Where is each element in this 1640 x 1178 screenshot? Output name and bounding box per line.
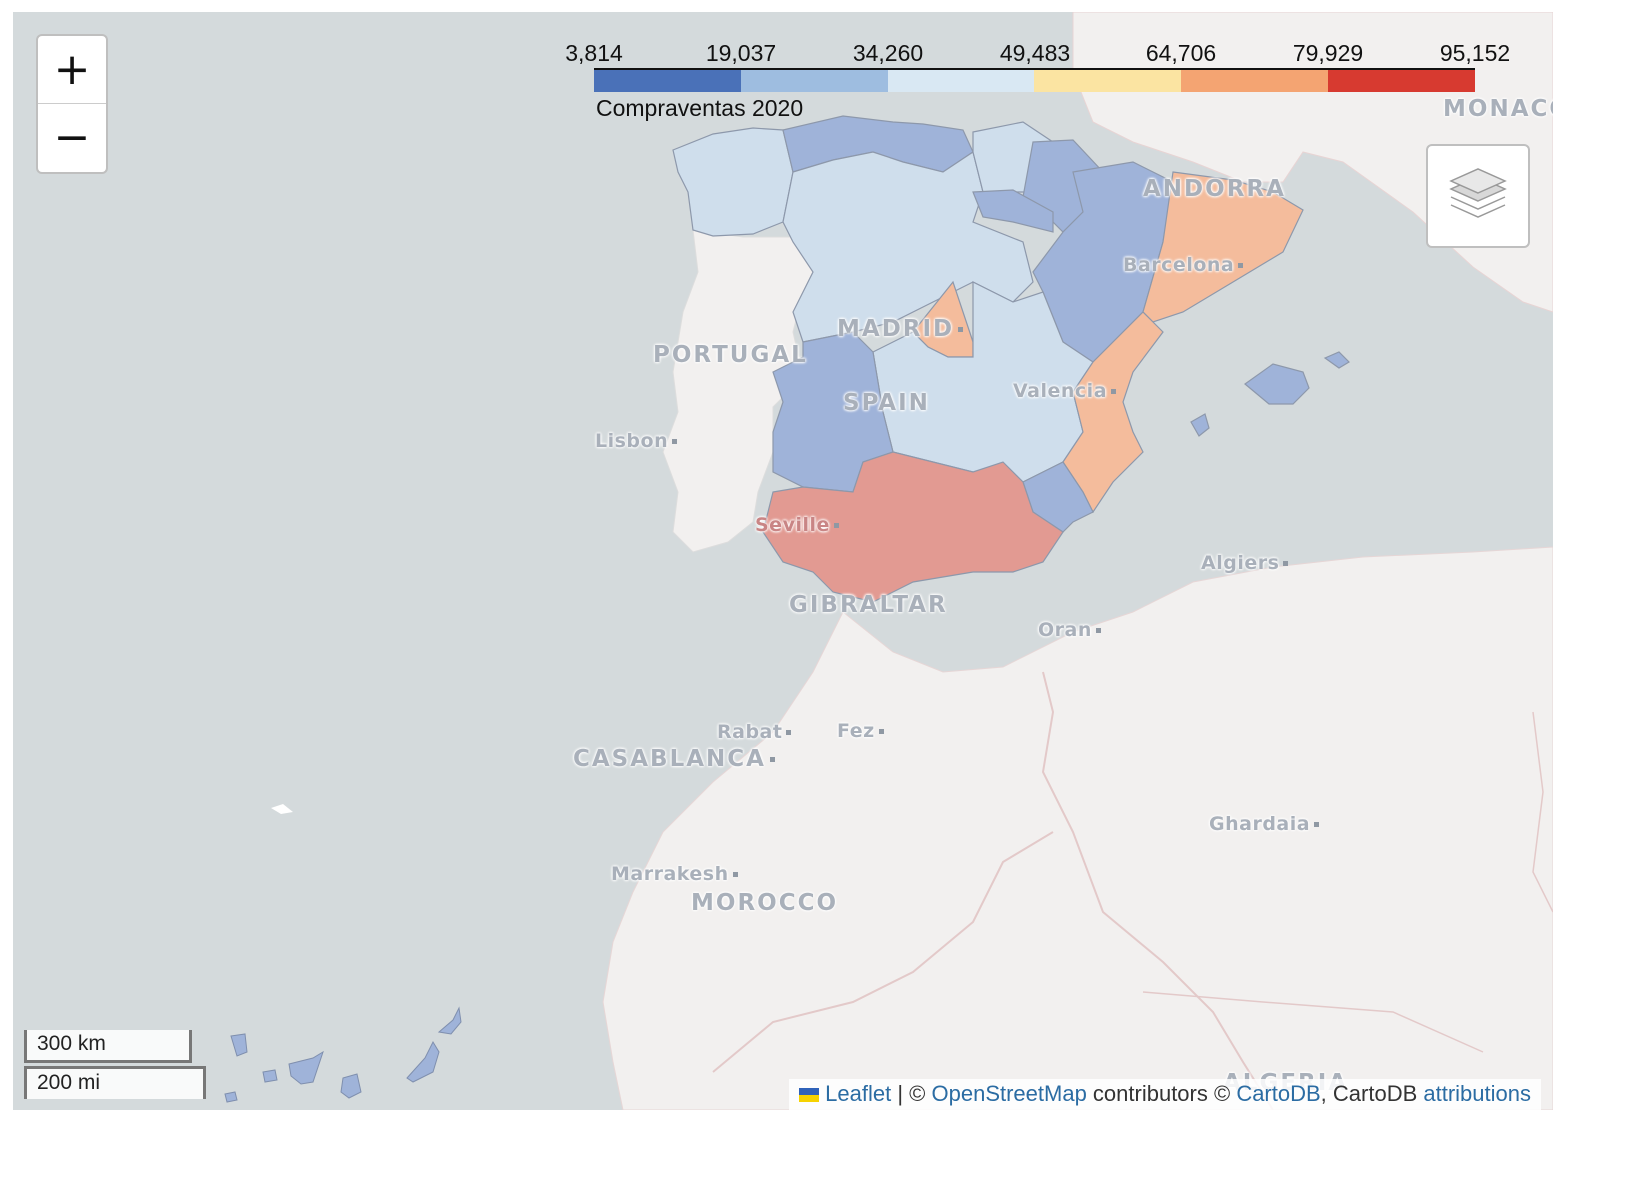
label-seville: Seville	[755, 514, 839, 536]
label-valencia: Valencia	[1013, 380, 1117, 402]
label-morocco: MOROCCO	[691, 890, 839, 916]
map-container[interactable]: MONACO ANDORRA Barcelona MADRID PORTUGAL…	[13, 12, 1553, 1110]
legend-color-step	[1328, 70, 1475, 92]
legend-tick: 95,152	[1439, 40, 1511, 66]
legend-color-step	[1034, 70, 1182, 92]
zoom-in-button[interactable]: +	[38, 36, 106, 104]
cartodb-link[interactable]: CartoDB	[1236, 1081, 1321, 1106]
legend-color-step	[887, 70, 1035, 92]
zoom-control: + −	[36, 34, 108, 174]
legend-tick: 19,037	[705, 40, 777, 66]
attribution: Leaflet | © OpenStreetMap contributors ©…	[789, 1079, 1541, 1111]
label-lisbon: Lisbon	[595, 430, 678, 452]
label-monaco: MONACO	[1443, 96, 1553, 122]
label-casablanca: CASABLANCA	[573, 746, 775, 772]
legend-tick: 79,929	[1292, 40, 1364, 66]
layers-button[interactable]	[1426, 144, 1530, 248]
legend-tick: 49,483	[999, 40, 1071, 66]
ukraine-flag-icon	[799, 1088, 820, 1103]
legend-color-step	[740, 70, 888, 92]
leaflet-link[interactable]: Leaflet	[825, 1081, 892, 1106]
label-marrakesh: Marrakesh	[611, 863, 738, 885]
attribution-contributors: contributors ©	[1086, 1081, 1237, 1106]
label-algiers: Algiers	[1201, 552, 1289, 574]
legend-caption: Compraventas 2020	[596, 95, 804, 121]
basemap	[13, 12, 1553, 1110]
legend-tick: 34,260	[852, 40, 924, 66]
legend-color-step	[1181, 70, 1329, 92]
label-rabat: Rabat	[717, 721, 792, 743]
label-oran: Oran	[1038, 619, 1101, 641]
osm-link[interactable]: OpenStreetMap	[931, 1081, 1087, 1106]
label-spain: SPAIN	[843, 390, 930, 416]
label-ghardaia: Ghardaia	[1209, 813, 1320, 835]
layers-icon	[1449, 168, 1507, 218]
legend-color-bar	[594, 68, 1475, 92]
attributions-link[interactable]: attributions	[1423, 1081, 1531, 1106]
label-fez: Fez	[837, 720, 884, 742]
label-portugal: PORTUGAL	[653, 342, 808, 368]
choropleth-legend: 3,814 19,037 34,260 49,483 64,706 79,929…	[560, 36, 1520, 126]
scale-km: 300 km	[24, 1030, 192, 1063]
attribution-sep: | ©	[891, 1081, 932, 1106]
attribution-sep2: , CartoDB	[1320, 1081, 1424, 1106]
label-gibraltar: GIBRALTAR	[789, 592, 948, 618]
zoom-out-button[interactable]: −	[53, 112, 91, 163]
label-madrid: MADRID	[837, 316, 964, 342]
scale-mi: 200 mi	[24, 1066, 206, 1099]
legend-tick: 3,814	[565, 40, 623, 66]
legend-tick: 64,706	[1145, 40, 1217, 66]
label-barcelona: Barcelona	[1123, 254, 1244, 276]
label-andorra: ANDORRA	[1143, 176, 1286, 202]
legend-color-step	[594, 70, 741, 92]
